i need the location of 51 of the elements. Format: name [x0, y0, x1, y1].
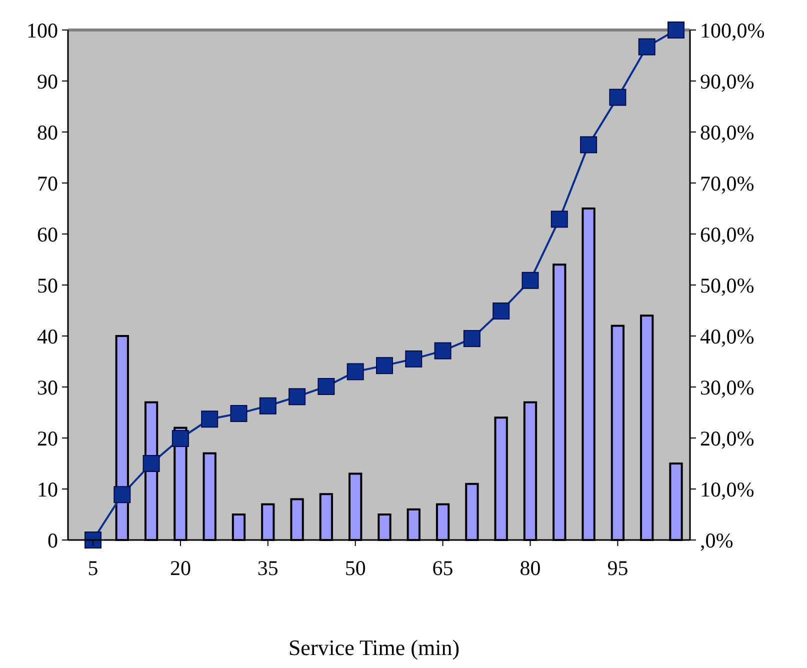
- point: [142, 455, 160, 472]
- x-axis-title: Service Time (min): [288, 635, 460, 660]
- y2-tick-label: 100,0%: [700, 18, 765, 42]
- y-tick-label: 20: [37, 426, 58, 450]
- point: [114, 486, 131, 504]
- point: [550, 210, 568, 228]
- y-tick-label: 90: [37, 69, 58, 94]
- point: [346, 363, 364, 380]
- y-tick-label: 60: [37, 222, 58, 246]
- y-tick-label: 10: [37, 477, 58, 502]
- point: [434, 342, 452, 360]
- y-tick-label: 80: [37, 120, 58, 144]
- x-tick-label: 20: [170, 556, 191, 580]
- x-tick-label: 80: [520, 556, 541, 580]
- x-tick-label: 50: [344, 556, 366, 580]
- point: [230, 405, 248, 422]
- point: [580, 136, 598, 154]
- x-tick-label: 35: [257, 556, 278, 580]
- point: [259, 397, 276, 414]
- point: [492, 302, 510, 320]
- point: [84, 532, 102, 548]
- y2-tick-label: 60,0%: [700, 222, 754, 246]
- point: [172, 430, 189, 448]
- point: [201, 410, 218, 428]
- y2-tick-label: 70,0%: [700, 171, 754, 196]
- y-tick-label: 50: [37, 273, 58, 298]
- y-tick-label: 0: [48, 528, 58, 552]
- y2-tick-label: 40,0%: [700, 324, 754, 348]
- point: [405, 350, 422, 368]
- y2-tick-label: 80,0%: [700, 120, 754, 144]
- point: [463, 330, 480, 348]
- point: [318, 378, 335, 395]
- point: [522, 272, 539, 289]
- y2-tick-label: 90,0%: [700, 69, 754, 94]
- y-tick-label: 70: [37, 171, 58, 196]
- point: [288, 388, 306, 406]
- point: [668, 22, 684, 38]
- x-tick-label: 5: [88, 556, 98, 580]
- x-tick-label: 65: [432, 556, 454, 580]
- y2-tick-label: 20,0%: [700, 426, 754, 450]
- y2-tick-label: 50,0%: [700, 273, 754, 298]
- x-tick-label: 95: [607, 556, 628, 580]
- y2-tick-label: 30,0%: [700, 375, 754, 400]
- point: [638, 38, 656, 56]
- point: [376, 357, 393, 374]
- y-tick-label: 100: [26, 18, 58, 42]
- y-tick-label: 30: [37, 375, 58, 400]
- y2-tick-label: ,0%: [700, 528, 734, 552]
- point: [609, 88, 626, 106]
- y-tick-label: 40: [37, 324, 58, 348]
- y2-tick-label: 10,0%: [700, 477, 754, 502]
